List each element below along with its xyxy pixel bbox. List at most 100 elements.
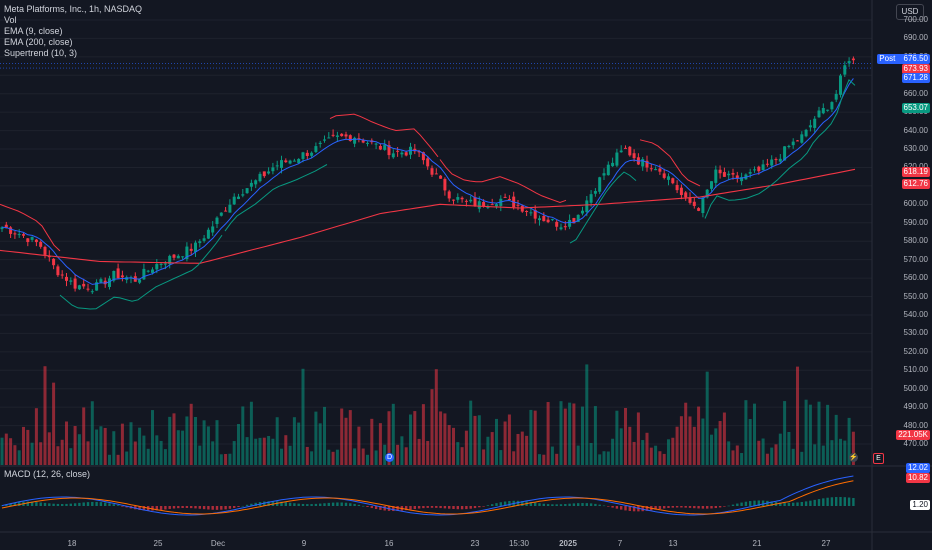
volume-bar [826,404,830,465]
volume-bar [241,406,245,465]
volume-bar [400,436,404,465]
macd-histogram-bar [792,502,795,506]
volume-bar [791,448,795,465]
macd-line [1,475,854,516]
volume-bar [103,427,107,465]
candle-body [667,176,670,180]
candle-body [215,217,219,224]
candle-body [13,233,17,235]
candle-body [851,58,855,61]
macd-histogram-bar [409,506,412,510]
candle-body [249,182,253,187]
macd-histogram-bar [478,506,481,508]
macd-legend[interactable]: MACD (12, 26, close) [4,469,91,479]
macd-histogram-bar [559,504,563,506]
macd-histogram-bar [39,502,42,506]
currency-button[interactable]: USD [896,4,924,20]
indicator-supertrend[interactable]: Supertrend (10, 3) [4,48,78,58]
candle-body [456,197,460,200]
volume-bar [267,436,271,465]
dividend-badge[interactable]: D [385,453,394,462]
volume-bar [430,389,434,465]
volume-bar [348,410,352,465]
flash-icon[interactable]: ⚡ [849,453,858,462]
macd-histogram-bar [607,506,610,507]
volume-bar [86,441,90,465]
price-tag: 618.19 [901,167,930,177]
volume-bar [73,426,77,465]
candle-body [280,160,283,168]
macd-histogram-bar [568,503,571,506]
volume-bar [331,451,335,465]
volume-bar [520,431,524,465]
macd-histogram-bar [86,502,90,506]
price-tag: 1.20 [910,500,930,510]
volume-bar [297,422,301,465]
macd-histogram-bar [585,503,588,506]
volume-bar [538,454,541,465]
macd-histogram-bar [104,502,107,506]
symbol-title[interactable]: Meta Platforms, Inc., 1h, NASDAQ [4,4,143,14]
volume-bar [310,451,314,465]
indicator-ema9[interactable]: EMA (9, close) [4,26,63,36]
volume-bar [512,451,516,465]
candle-body [151,269,154,273]
candle-body [258,173,262,182]
volume-bar [323,406,326,465]
macd-histogram-bar [254,502,257,506]
price-tag-value: 671.28 [903,73,928,82]
time-tick-label: 18 [67,539,77,548]
volume-bar [559,401,563,465]
volume-bar [396,444,400,465]
candle-body [495,204,498,207]
volume-bar [675,426,679,465]
candle-body [490,204,494,206]
price-tick-label: 550.00 [903,291,928,301]
earnings-badge[interactable]: E [873,453,884,464]
price-tick-label: 620.00 [904,162,928,171]
macd-histogram-bar [379,506,382,510]
macd-histogram-bar [628,506,631,511]
candle-body [753,169,756,171]
volume-bar [421,404,425,465]
candle-body [804,129,808,137]
macd-histogram-bar [314,503,318,506]
candle-body [0,227,4,230]
volume-bar [486,436,490,465]
volume-bar [735,445,739,465]
price-tag-value: 1.20 [912,500,928,509]
macd-histogram-bar [486,505,490,506]
candle-body [163,263,167,265]
candle-body [112,270,116,281]
volume-bar [473,415,477,465]
volume-bar [667,439,670,465]
volume-bar [357,426,361,465]
time-tick-label: 2025 [559,539,577,548]
volume-bar [383,444,387,465]
volume-bar [765,453,769,465]
volume-bar [611,438,615,465]
volume-bar [120,423,124,465]
macd-histogram-bar [813,499,816,506]
macd-histogram-bar [263,501,266,506]
macd-histogram-bar [310,504,313,506]
candle-body [572,218,576,224]
price-tag: 12.02 [905,463,930,473]
macd-histogram-bar [396,506,399,511]
indicator-ema200[interactable]: EMA (200, close) [4,37,73,47]
volume-bar [413,411,417,465]
candle-body [400,152,404,155]
macd-histogram-bar [757,500,760,506]
candle-body [219,212,223,216]
candle-body [387,145,391,156]
ema9-line [1,78,854,285]
candle-body [292,160,296,162]
macd-histogram-bar [439,506,442,509]
candle-body [520,205,524,212]
volume-bar [232,441,236,465]
indicator-volume[interactable]: Vol [4,15,17,25]
macd-histogram-bar [95,501,98,506]
candle-body [211,226,215,233]
